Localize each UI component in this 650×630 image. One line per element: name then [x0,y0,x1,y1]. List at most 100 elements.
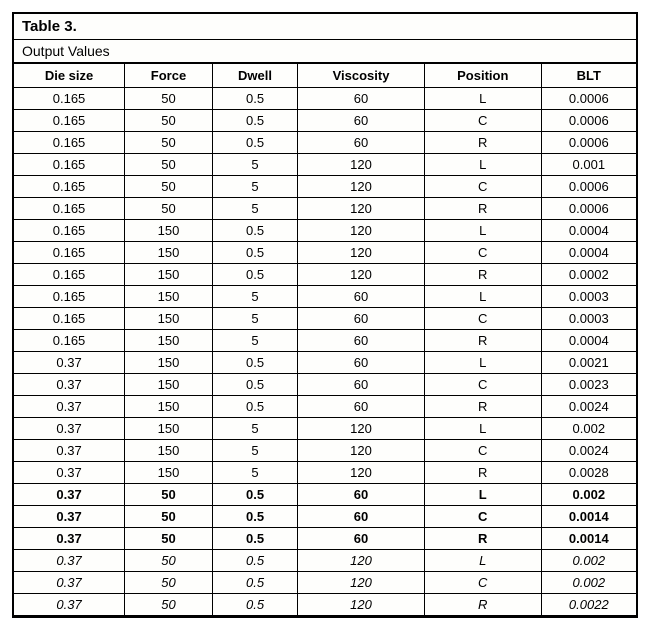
cell-force: 50 [125,110,213,132]
table-row: 0.165500.560R0.0006 [14,132,636,154]
cell-force: 50 [125,88,213,110]
cell-force: 50 [125,594,213,616]
cell-blt: 0.0006 [541,198,636,220]
cell-dwell: 0.5 [212,242,297,264]
cell-position: L [424,286,541,308]
cell-viscosity: 60 [298,506,425,528]
table-row: 0.165500.560L0.0006 [14,88,636,110]
cell-blt: 0.001 [541,154,636,176]
cell-position: L [424,484,541,506]
cell-position: C [424,572,541,594]
cell-force: 150 [125,462,213,484]
col-header-viscosity: Viscosity [298,64,425,88]
cell-die_size: 0.165 [14,286,125,308]
table-container: Table 3. Output Values Die size Force Dw… [12,12,638,618]
cell-dwell: 5 [212,286,297,308]
cell-blt: 0.0006 [541,176,636,198]
cell-force: 150 [125,374,213,396]
cell-viscosity: 120 [298,462,425,484]
cell-viscosity: 120 [298,220,425,242]
cell-position: C [424,110,541,132]
cell-force: 150 [125,330,213,352]
cell-force: 150 [125,220,213,242]
cell-force: 150 [125,264,213,286]
cell-blt: 0.0003 [541,286,636,308]
cell-position: R [424,594,541,616]
cell-viscosity: 120 [298,594,425,616]
cell-viscosity: 120 [298,440,425,462]
table-row: 0.37500.560C0.0014 [14,506,636,528]
cell-die_size: 0.37 [14,396,125,418]
cell-die_size: 0.165 [14,132,125,154]
cell-force: 150 [125,308,213,330]
cell-die_size: 0.165 [14,220,125,242]
cell-die_size: 0.165 [14,176,125,198]
col-header-dwell: Dwell [212,64,297,88]
cell-die_size: 0.37 [14,572,125,594]
cell-viscosity: 60 [298,286,425,308]
cell-blt: 0.0021 [541,352,636,374]
cell-position: R [424,264,541,286]
cell-viscosity: 60 [298,374,425,396]
cell-position: C [424,242,541,264]
cell-position: C [424,176,541,198]
cell-viscosity: 120 [298,572,425,594]
cell-force: 150 [125,352,213,374]
cell-blt: 0.0028 [541,462,636,484]
cell-force: 50 [125,154,213,176]
cell-viscosity: 120 [298,198,425,220]
table-body: 0.165500.560L0.00060.165500.560C0.00060.… [14,88,636,616]
cell-dwell: 0.5 [212,528,297,550]
table-row: 0.165500.560C0.0006 [14,110,636,132]
cell-dwell: 5 [212,176,297,198]
cell-position: C [424,374,541,396]
cell-viscosity: 120 [298,550,425,572]
cell-viscosity: 60 [298,330,425,352]
cell-blt: 0.0004 [541,220,636,242]
table-row: 0.1651500.5120R0.0002 [14,264,636,286]
cell-viscosity: 60 [298,308,425,330]
cell-viscosity: 60 [298,88,425,110]
cell-position: R [424,132,541,154]
cell-die_size: 0.165 [14,242,125,264]
cell-die_size: 0.165 [14,110,125,132]
cell-dwell: 5 [212,440,297,462]
table-row: 0.37500.5120R0.0022 [14,594,636,616]
cell-position: R [424,396,541,418]
cell-position: L [424,418,541,440]
table-row: 0.371500.560C0.0023 [14,374,636,396]
cell-position: C [424,308,541,330]
cell-dwell: 0.5 [212,550,297,572]
cell-blt: 0.002 [541,550,636,572]
cell-viscosity: 60 [298,352,425,374]
cell-viscosity: 120 [298,176,425,198]
cell-dwell: 5 [212,418,297,440]
cell-dwell: 5 [212,330,297,352]
cell-viscosity: 60 [298,484,425,506]
table-row: 0.165505120C0.0006 [14,176,636,198]
cell-die_size: 0.165 [14,308,125,330]
cell-die_size: 0.37 [14,550,125,572]
cell-position: C [424,506,541,528]
cell-dwell: 5 [212,308,297,330]
cell-position: L [424,154,541,176]
cell-blt: 0.002 [541,484,636,506]
cell-die_size: 0.37 [14,528,125,550]
cell-force: 50 [125,132,213,154]
table-row: 0.1651500.5120L0.0004 [14,220,636,242]
cell-viscosity: 60 [298,132,425,154]
cell-dwell: 0.5 [212,264,297,286]
col-header-position: Position [424,64,541,88]
table-row: 0.37500.560L0.002 [14,484,636,506]
table-row: 0.165150560C0.0003 [14,308,636,330]
cell-die_size: 0.165 [14,198,125,220]
cell-force: 150 [125,286,213,308]
cell-dwell: 0.5 [212,484,297,506]
cell-position: R [424,462,541,484]
cell-position: L [424,88,541,110]
cell-dwell: 0.5 [212,110,297,132]
cell-die_size: 0.37 [14,594,125,616]
cell-position: L [424,352,541,374]
table-row: 0.371505120L0.002 [14,418,636,440]
cell-force: 50 [125,528,213,550]
